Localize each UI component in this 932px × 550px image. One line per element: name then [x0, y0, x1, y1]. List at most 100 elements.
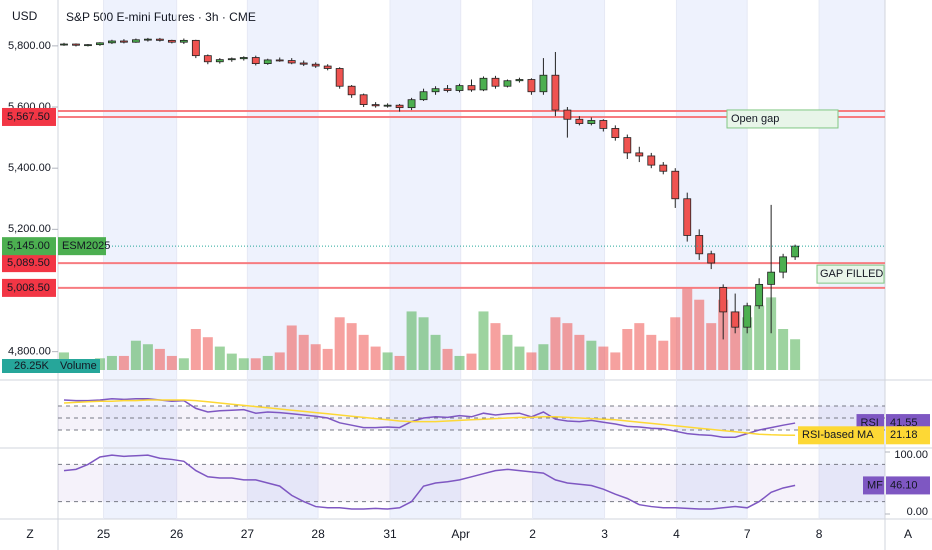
volume-bar: [766, 297, 777, 370]
level-label-box: [2, 278, 56, 297]
session-band: [247, 0, 319, 519]
x-tick-label: 8: [816, 527, 823, 541]
volume-bar: [454, 355, 465, 370]
volume-bar: [466, 353, 477, 370]
y-tick-label: 0.00: [907, 506, 928, 518]
candle-body: [323, 65, 332, 69]
candle-body: [287, 60, 296, 64]
volume-bar: [394, 355, 405, 370]
currency: USD: [12, 9, 38, 23]
candle-body: [599, 120, 608, 129]
zoom-button[interactable]: Z: [26, 527, 33, 541]
candle-body: [527, 79, 536, 93]
candle-body: [335, 68, 344, 87]
x-tick-label: 3: [601, 527, 608, 541]
level-label-box: [2, 254, 56, 273]
candle-body: [659, 164, 668, 172]
indicator-line: [63, 399, 796, 437]
price-label-box: [2, 237, 56, 256]
level-label-box: [2, 107, 56, 126]
volume-bar: [358, 334, 369, 370]
volume-bar: [250, 358, 261, 370]
annotation: GAP FILLED: [820, 268, 883, 280]
candle-body: [203, 55, 212, 63]
band-fill: [58, 406, 885, 430]
candle-body: [275, 59, 284, 62]
x-tick-label: Apr: [451, 527, 470, 541]
indicator-value: 41.55: [890, 417, 918, 429]
candle-body: [227, 58, 236, 61]
candle-body: [132, 39, 140, 43]
x-tick-label: 28: [311, 527, 325, 541]
annotation: Open gap: [731, 113, 779, 125]
candle-body: [251, 57, 260, 65]
volume-bar: [550, 317, 561, 370]
chart-title: S&P 500 E-mini Futures · 3h · CME: [66, 10, 256, 24]
session-band: [103, 0, 177, 519]
volume-bar: [214, 346, 225, 370]
candle-body: [443, 88, 452, 91]
volume-name: Volume: [60, 360, 97, 372]
volume-bar: [142, 344, 153, 370]
candle-body: [755, 283, 764, 307]
x-tick-label: 25: [97, 527, 111, 541]
candle-body: [611, 128, 620, 139]
indicator-name: MF: [867, 479, 883, 491]
auto-scale-button[interactable]: A: [904, 527, 912, 541]
volume-bar: [274, 352, 285, 370]
annotation-box: [726, 109, 839, 129]
volume-value: 26.25K: [14, 360, 50, 372]
candle-body: [479, 77, 488, 91]
volume-label-box: [2, 359, 100, 373]
candle-body: [767, 271, 776, 285]
volume-bar: [670, 317, 681, 370]
candle-body: [84, 44, 92, 47]
indicator-line: [63, 398, 796, 438]
candle-body: [167, 39, 176, 43]
candle-body: [263, 59, 272, 65]
x-tick-label: 26: [170, 527, 184, 541]
indicator-name: RSI-based MA: [802, 429, 874, 441]
candle-body: [503, 80, 512, 87]
volume-bar: [610, 352, 621, 370]
volume-bar: [262, 355, 273, 370]
candle-body: [347, 85, 356, 96]
candle-body: [467, 85, 476, 91]
volume-bar: [298, 334, 309, 370]
candle-body: [575, 118, 584, 124]
volume-bar: [778, 329, 789, 370]
volume-bar: [622, 329, 633, 370]
candle-body: [371, 104, 380, 107]
volume-bar: [526, 352, 537, 370]
candle-body: [779, 256, 788, 273]
band-fill: [58, 464, 885, 502]
x-tick-label: 4: [673, 527, 680, 541]
candle-body: [719, 287, 728, 313]
indicator-value: 46.10: [890, 479, 918, 491]
volume-bar: [706, 323, 717, 370]
volume-bar: [238, 358, 249, 370]
candle-body: [191, 39, 200, 57]
volume-bar: [310, 344, 321, 370]
volume-bar: [154, 348, 165, 370]
volume-bar: [418, 317, 429, 370]
volume-bar: [370, 346, 381, 370]
candle-body: [731, 311, 740, 328]
volume-bar: [646, 334, 657, 370]
candle-body: [515, 79, 524, 82]
volume-bar: [490, 323, 501, 370]
candle-body: [587, 120, 596, 124]
volume-bar: [166, 355, 177, 370]
volume-bar: [742, 317, 753, 370]
candle-body: [623, 137, 632, 154]
x-tick-label: 2: [529, 527, 536, 541]
volume-bar: [598, 346, 609, 370]
candle-body: [707, 253, 716, 264]
y-tick-label: 4,800.00: [8, 346, 51, 358]
candle-body: [671, 170, 680, 200]
candle-body: [239, 57, 248, 60]
y-tick-label: 100.00: [894, 449, 928, 461]
candle-body: [72, 43, 80, 46]
volume-bar: [202, 337, 213, 370]
